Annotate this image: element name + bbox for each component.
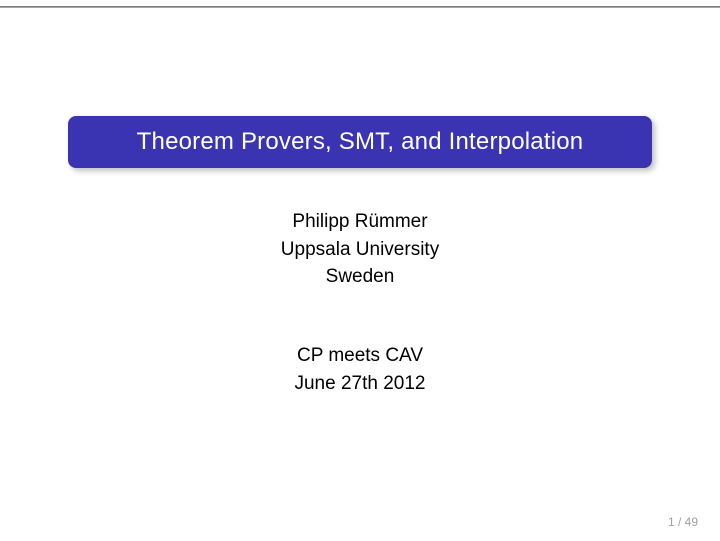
slide-body: Theorem Provers, SMT, and Interpolation … <box>0 8 720 541</box>
venue-event: CP meets CAV <box>0 342 720 370</box>
page-number: 1 / 49 <box>668 515 698 529</box>
author-name: Philipp Rümmer <box>0 208 720 236</box>
venue-block: CP meets CAV June 27th 2012 <box>0 342 720 397</box>
venue-date: June 27th 2012 <box>0 370 720 398</box>
author-country: Sweden <box>0 263 720 291</box>
title-block: Theorem Provers, SMT, and Interpolation <box>68 116 652 168</box>
author-block: Philipp Rümmer Uppsala University Sweden <box>0 208 720 291</box>
slide-title: Theorem Provers, SMT, and Interpolation <box>88 128 632 156</box>
author-affiliation: Uppsala University <box>0 236 720 264</box>
